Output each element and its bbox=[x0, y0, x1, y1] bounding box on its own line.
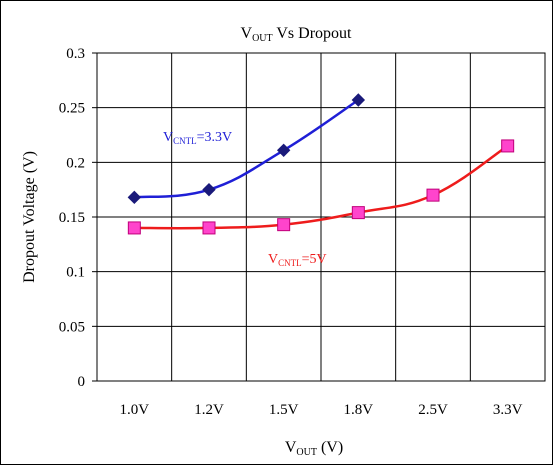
series-label-1: VCNTL=5V bbox=[268, 252, 327, 268]
data-point-square bbox=[351, 206, 365, 220]
data-point-diamond bbox=[127, 190, 142, 205]
y-tick-label: 0.15 bbox=[59, 210, 85, 226]
x-tick-labels: 1.0V 1.2V 1.5V 1.8V 2.5V 3.3V bbox=[120, 402, 523, 418]
x-tick-label: 1.2V bbox=[194, 402, 224, 418]
data-point-diamond bbox=[351, 93, 366, 107]
series-group bbox=[127, 93, 515, 235]
x-tick-label: 3.3V bbox=[493, 402, 523, 418]
series-line-1 bbox=[134, 144, 509, 230]
x-axis-label: VOUT (V) bbox=[285, 439, 343, 458]
y-tick-label: 0 bbox=[78, 374, 86, 390]
data-point-diamond bbox=[202, 182, 216, 197]
y-tick-label: 0.25 bbox=[59, 101, 85, 117]
y-tick-label: 0.1 bbox=[66, 265, 85, 281]
series-label-0: VCNTL=3.3V bbox=[163, 130, 232, 146]
data-point-square bbox=[202, 221, 216, 235]
grid-lines bbox=[97, 53, 545, 381]
series-line-0 bbox=[134, 98, 360, 199]
x-tick-label: 2.5V bbox=[418, 402, 448, 418]
y-tick-label: 0.05 bbox=[59, 319, 85, 335]
chart-title: VOUT Vs Dropout bbox=[241, 25, 353, 44]
y-tick-labels: 0 0.05 0.1 0.15 0.2 0.25 0.3 bbox=[59, 46, 97, 390]
data-point-square bbox=[127, 221, 141, 235]
data-point-diamond bbox=[276, 143, 291, 158]
y-tick-label: 0.2 bbox=[66, 155, 85, 171]
y-tick-label: 0.3 bbox=[66, 46, 85, 62]
data-point-square bbox=[426, 188, 440, 202]
data-point-square bbox=[501, 139, 515, 153]
data-point-square bbox=[277, 218, 291, 232]
y-axis-label: Dropout Voltage (V) bbox=[21, 151, 38, 283]
series-labels: VCNTL=3.3V VCNTL=5V bbox=[163, 130, 327, 268]
x-tick-label: 1.5V bbox=[269, 402, 299, 418]
x-tick-label: 1.0V bbox=[120, 402, 150, 418]
x-tick-label: 1.8V bbox=[344, 402, 374, 418]
